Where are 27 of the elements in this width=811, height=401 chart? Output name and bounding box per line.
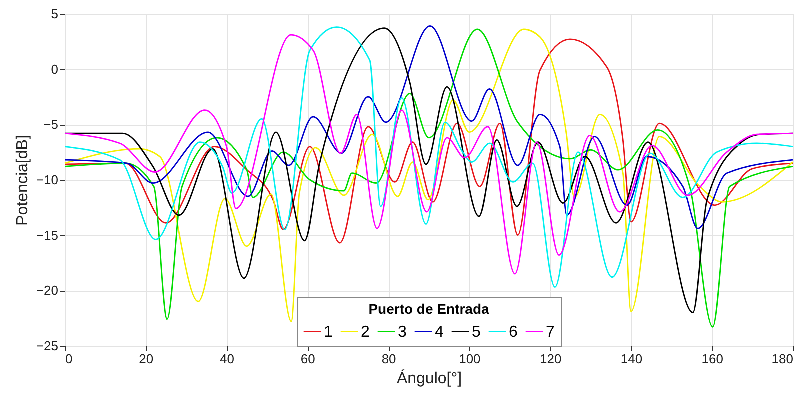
legend-label: 2 — [361, 324, 370, 341]
y-tick-label: −10 — [36, 172, 58, 188]
legend-title: Puerto de Entrada — [368, 301, 490, 317]
y-tick-label: 5 — [51, 6, 58, 22]
x-tick-label: 80 — [382, 352, 396, 366]
legend-label: 7 — [546, 324, 555, 341]
y-tick-label: −20 — [36, 283, 58, 298]
legend-label: 1 — [324, 324, 333, 341]
x-tick-label: 20 — [139, 352, 154, 366]
legend-label: 4 — [435, 324, 444, 341]
legend-label: 6 — [509, 324, 518, 341]
y-tick-label: −15 — [36, 228, 58, 243]
x-tick-label: 60 — [300, 352, 316, 366]
y-axis-title: Potencia[dB] — [14, 135, 32, 226]
x-tick-label: 180 — [772, 352, 794, 366]
y-tick-label: −5 — [44, 117, 58, 132]
x-tick-label: 120 — [540, 352, 562, 366]
x-tick-label: 40 — [220, 352, 235, 366]
legend-label: 3 — [398, 324, 407, 341]
y-tick-label: −25 — [36, 338, 58, 354]
x-tick-label: 100 — [459, 352, 481, 366]
x-tick-label: 140 — [620, 352, 643, 366]
legend-label: 5 — [472, 324, 481, 341]
x-tick-label: 160 — [702, 352, 724, 366]
y-tick-label: 0 — [51, 62, 58, 77]
x-tick-label: 0 — [66, 352, 73, 366]
x-axis-title: Ángulo[°] — [396, 370, 462, 388]
